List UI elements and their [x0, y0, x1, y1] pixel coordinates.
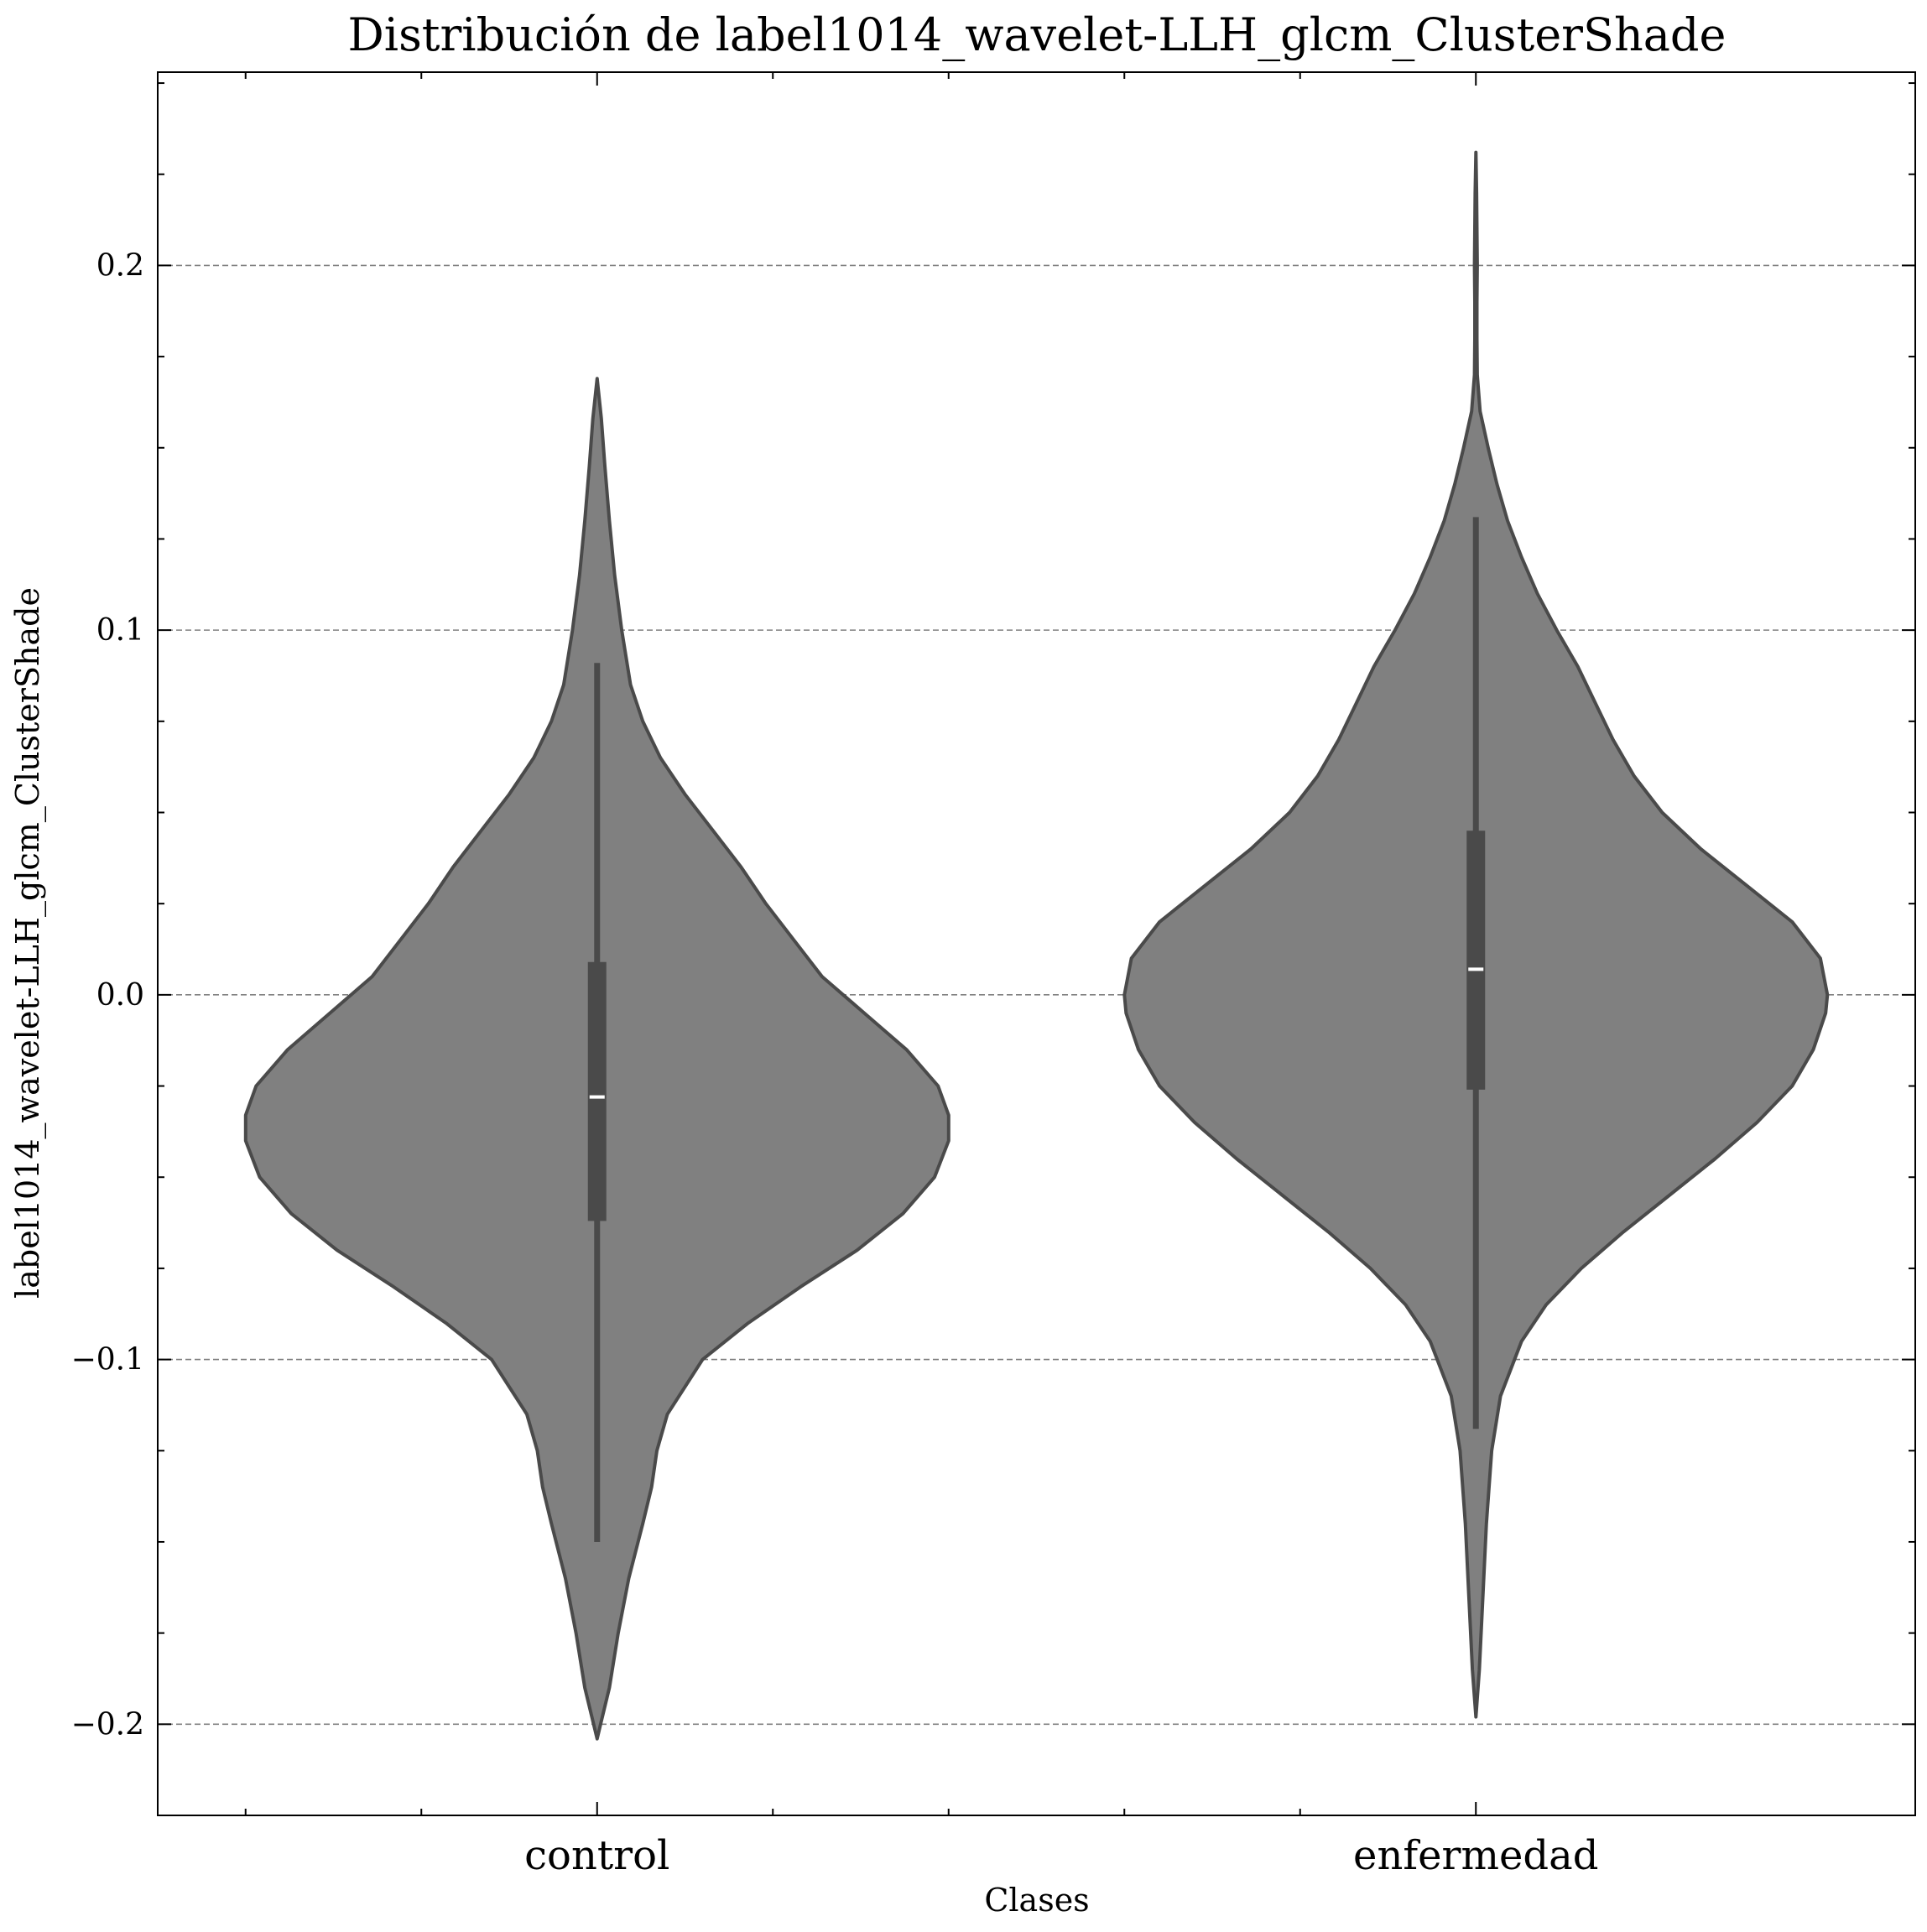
iqr-box-enfermedad	[1466, 831, 1486, 1090]
chart-title: Distribución de label1014_wavelet-LLH_gl…	[348, 8, 1726, 61]
plot-border	[157, 71, 1916, 1816]
plot-frame	[157, 71, 1916, 1816]
x-axis-ticks: control enfermedad	[244, 72, 1598, 1879]
x-tick-label-control: control	[524, 1832, 669, 1879]
y-tick-label: 0.0	[96, 978, 144, 1013]
grid-lines	[158, 264, 1915, 1726]
y-tick-label: 0.2	[96, 248, 144, 283]
y-tick-label: −0.1	[71, 1343, 144, 1377]
y-axis-label: label1014_wavelet-LLH_glcm_ClusterShade	[9, 587, 47, 1299]
x-axis-label: Clases	[984, 1882, 1089, 1919]
violins	[243, 150, 1830, 1741]
y-axis-ticks: 0.2 0.1 0.0 −0.1 −0.2	[71, 82, 1915, 1816]
x-tick-label-enfermedad: enfermedad	[1353, 1832, 1598, 1879]
y-tick-label: −0.2	[71, 1707, 144, 1742]
iqr-box-control	[587, 961, 607, 1221]
y-tick-label: 0.1	[96, 613, 144, 648]
